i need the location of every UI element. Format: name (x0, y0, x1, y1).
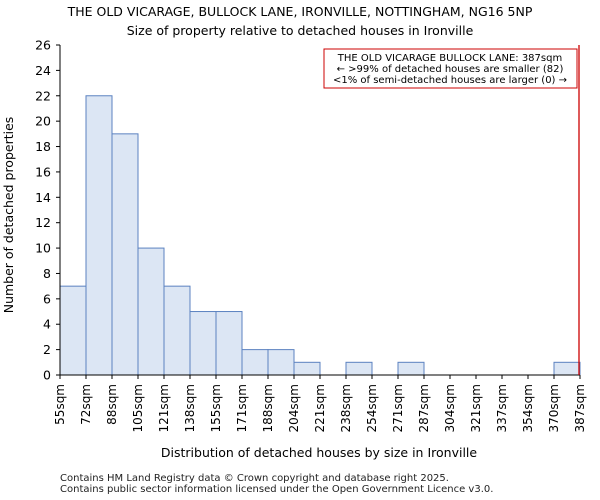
bar-155sqm (215, 311, 243, 376)
x-tick-label: 287sqm (417, 384, 431, 432)
x-tick-label: 254sqm (365, 384, 379, 432)
y-tick-label: 14 (35, 190, 51, 205)
footer: Contains HM Land Registry data © Crown c… (60, 473, 493, 495)
x-tick-label: 370sqm (547, 384, 561, 432)
bars-group (59, 95, 581, 376)
x-axis: 55sqm 72sqm 88sqm 105sqm 121sqm 138sqm 155sqm 1… (53, 374, 587, 432)
y-tick-label: 24 (35, 63, 51, 78)
bar-238sqm (345, 361, 373, 376)
annotation-line-3: <1% of semi-detached houses are larger (… (333, 75, 567, 86)
x-tick-label: 221sqm (313, 384, 327, 432)
y-tick-label: 10 (35, 241, 51, 256)
x-tick-label: 88sqm (105, 384, 119, 425)
bar-188sqm (267, 349, 295, 376)
bar-370sqm (553, 361, 581, 376)
x-tick-label: 337sqm (495, 384, 509, 432)
x-tick-label: 238sqm (339, 384, 353, 432)
x-tick-label: 188sqm (261, 384, 275, 432)
y-tick-label: 26 (35, 38, 51, 53)
x-tick-label: 155sqm (209, 384, 223, 432)
y-tick-label: 22 (35, 88, 51, 103)
x-tick-label: 121sqm (157, 384, 171, 432)
bar-121sqm (163, 285, 191, 376)
footer-line-2: Contains public sector information licen… (60, 484, 494, 495)
footer-line-1: Contains HM Land Registry data © Crown c… (60, 473, 449, 484)
x-tick-label: 304sqm (443, 384, 457, 432)
bar-138sqm (189, 311, 217, 376)
bar-55sqm (59, 285, 87, 376)
chart-subtitle: Size of property relative to detached ho… (126, 23, 474, 38)
annotation-line-1: THE OLD VICARAGE BULLOCK LANE: 387sqm (337, 53, 562, 64)
x-tick-label: 321sqm (469, 384, 483, 432)
y-tick-label: 18 (35, 139, 51, 154)
bar-204sqm (293, 361, 321, 376)
annotation-line-2: ← >99% of detached houses are smaller (8… (337, 64, 564, 75)
x-tick-label: 387sqm (573, 384, 587, 432)
x-tick-label: 55sqm (53, 384, 67, 425)
y-tick-label: 0 (43, 368, 51, 383)
x-tick-label: 105sqm (131, 384, 145, 432)
y-tick-label: 2 (43, 342, 51, 357)
bar-105sqm (137, 247, 165, 376)
chart-title: THE OLD VICARAGE, BULLOCK LANE, IRONVILL… (67, 4, 533, 19)
x-tick-label: 204sqm (287, 384, 301, 432)
x-tick-label: 354sqm (521, 384, 535, 432)
y-tick-label: 16 (35, 164, 51, 179)
y-tick-label: 8 (43, 266, 51, 281)
chart-title-block: THE OLD VICARAGE, BULLOCK LANE, IRONVILL… (0, 2, 600, 40)
x-tick-label: 138sqm (183, 384, 197, 432)
bar-171sqm (241, 349, 269, 376)
bar-72sqm (85, 95, 113, 376)
bar-271sqm (397, 361, 425, 376)
annotation-border (323, 48, 578, 89)
y-tick-label: 6 (43, 291, 51, 306)
y-tick-label: 4 (43, 317, 51, 332)
y-tick-label: 12 (35, 215, 51, 230)
x-tick-label: 72sqm (79, 384, 93, 425)
x-tick-label: 171sqm (235, 384, 249, 432)
x-tick-label: 271sqm (391, 384, 405, 432)
y-axis-label: Number of detached properties (1, 117, 16, 314)
y-tick-label: 20 (35, 114, 51, 129)
x-axis-label: Distribution of detached houses by size … (161, 445, 478, 460)
annotation-box: THE OLD VICARAGE BULLOCK LANE: 387sqm← >… (323, 48, 578, 89)
bar-88sqm (111, 133, 139, 376)
